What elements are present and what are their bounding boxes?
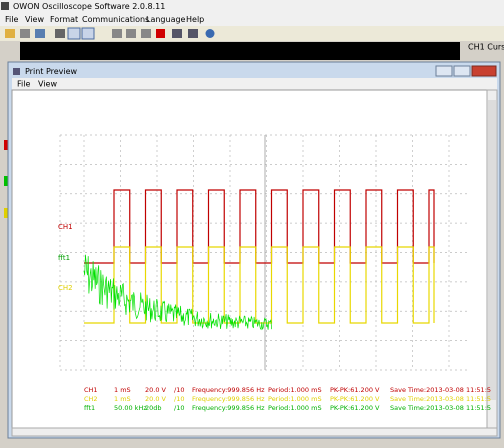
info-cell: 1 mS: [114, 395, 131, 403]
menu-item[interactable]: Language: [146, 15, 186, 24]
h-scrollbar[interactable]: [11, 427, 498, 437]
info-cell: Frequency:999.856 Hz: [192, 404, 265, 412]
print-icon[interactable]: [20, 29, 30, 38]
maximize-button[interactable]: [453, 65, 471, 77]
info-cell: 20db: [145, 404, 162, 412]
side-label: CH1 Curs: [468, 43, 504, 52]
info-cell: CH1: [84, 386, 98, 394]
info-cell: 20.0 V: [145, 386, 167, 394]
minimize-button[interactable]: [435, 65, 453, 77]
info-cell: Save Time:2013-03-08 11:51:5: [390, 395, 491, 403]
info-cell: Frequency:999.856 Hz: [192, 386, 265, 394]
channel-label: CH1: [58, 223, 73, 231]
menu-item[interactable]: View: [38, 80, 57, 89]
ch1-marker: [4, 140, 9, 150]
stop-icon[interactable]: [156, 29, 165, 38]
tool-icon[interactable]: [172, 29, 182, 38]
preview-menu-bar: [12, 78, 497, 90]
info-cell: Period:1.000 mS: [268, 395, 322, 403]
info-cell: 20.0 V: [145, 395, 167, 403]
tool-icon[interactable]: [188, 29, 198, 38]
grid-icon[interactable]: [67, 27, 81, 40]
menu-item[interactable]: File: [17, 80, 30, 89]
preview-title: Print Preview: [25, 67, 78, 76]
info-cell: PK-PK:61.200 V: [330, 404, 380, 412]
page-area: [11, 89, 488, 429]
info-cell: PK-PK:61.200 V: [330, 386, 380, 394]
tool-icon[interactable]: [55, 29, 65, 38]
ch2-wave: [84, 246, 435, 324]
app-icon: [1, 2, 9, 10]
open-icon[interactable]: [5, 29, 15, 38]
info-cell: 1 mS: [114, 386, 131, 394]
ch2-marker: [4, 208, 9, 218]
info-cell: /10: [174, 395, 184, 403]
app-title: OWON Oscilloscope Software 2.0.8.11: [13, 2, 165, 11]
title-bar: [0, 0, 504, 12]
info-cell: PK-PK:61.200 V: [330, 395, 380, 403]
preview-icon: [13, 68, 20, 75]
info-cell: Period:1.000 mS: [268, 386, 322, 394]
help-icon[interactable]: [205, 29, 215, 38]
menu-bar: [0, 12, 504, 26]
channel-label: fft1: [58, 254, 70, 262]
menu-item[interactable]: File: [5, 15, 18, 24]
dots-icon[interactable]: [81, 27, 95, 40]
scope-display: [20, 42, 460, 60]
info-cell: /10: [174, 386, 184, 394]
save-icon[interactable]: [35, 29, 45, 38]
channel-label: CH2: [58, 284, 73, 292]
menu-item[interactable]: Communications: [82, 15, 149, 24]
info-cell: 50.00 kHz: [114, 404, 147, 412]
info-cell: /10: [174, 404, 184, 412]
info-cell: Save Time:2013-03-08 11:51:5: [390, 386, 491, 394]
info-cell: Save Time:2013-03-08 11:51:5: [390, 404, 491, 412]
menu-item[interactable]: Help: [186, 15, 204, 24]
info-cell: CH2: [84, 395, 98, 403]
tool-icon[interactable]: [112, 29, 122, 38]
info-cell: Period:1.000 mS: [268, 404, 322, 412]
info-cell: Frequency:999.856 Hz: [192, 395, 265, 403]
fft-trace: [83, 254, 272, 331]
toolbar-icons: [5, 27, 215, 40]
tool-icon[interactable]: [126, 29, 136, 38]
info-cell: fft1: [84, 404, 95, 412]
ch1-wave: [84, 189, 435, 264]
close-button[interactable]: [471, 65, 497, 77]
menu-item[interactable]: Format: [50, 15, 78, 24]
fft-marker: [4, 176, 9, 186]
scroll-thumb[interactable]: [488, 100, 496, 400]
menu-item[interactable]: View: [25, 15, 44, 24]
tool-icon[interactable]: [141, 29, 151, 38]
